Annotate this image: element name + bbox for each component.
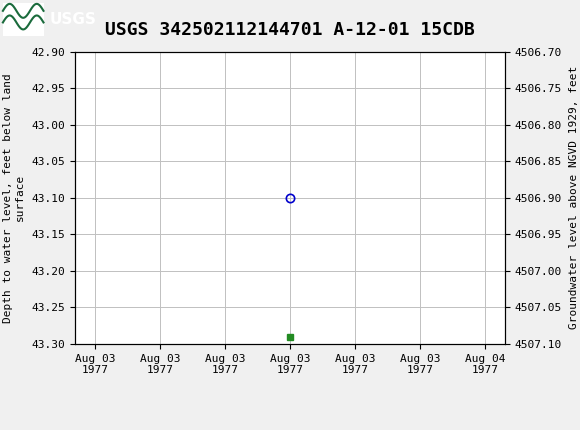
Y-axis label: Depth to water level, feet below land
surface: Depth to water level, feet below land su… (3, 73, 25, 322)
Text: USGS 342502112144701 A-12-01 15CDB: USGS 342502112144701 A-12-01 15CDB (105, 21, 475, 39)
Y-axis label: Groundwater level above NGVD 1929, feet: Groundwater level above NGVD 1929, feet (568, 66, 578, 329)
Bar (3, 3, 43, 36)
Text: USGS: USGS (49, 12, 96, 27)
